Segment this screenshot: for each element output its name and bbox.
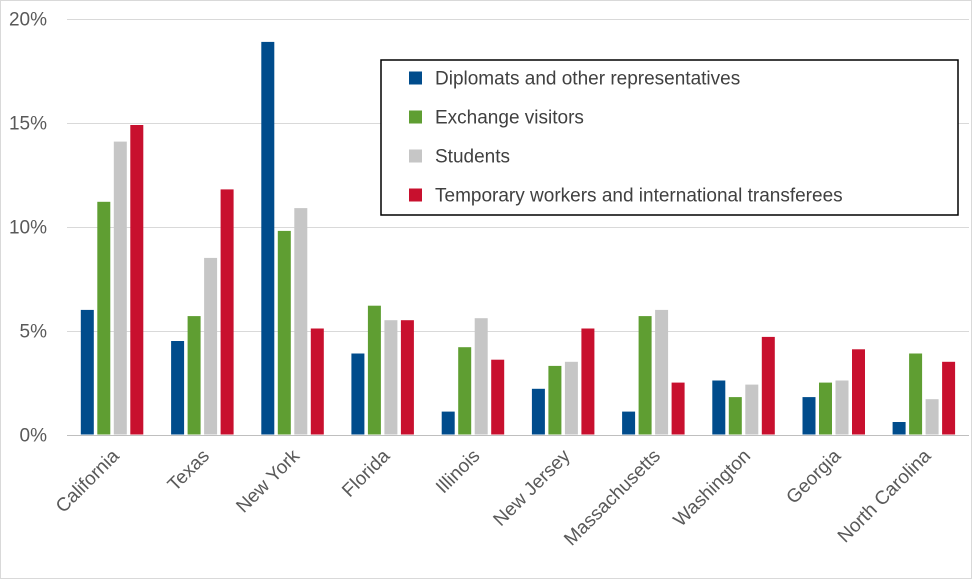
bar-temporary-workers-and-international-transferees-florida [400, 320, 414, 435]
bar-temporary-workers-and-international-transferees-washington [761, 336, 775, 435]
bar-students-new-jersey [564, 361, 578, 435]
legend-label: Diplomats and other representatives [435, 69, 740, 90]
bar-temporary-workers-and-international-transferees-california [130, 125, 144, 435]
bar-diplomats-and-other-representatives-new-jersey [531, 388, 545, 435]
y-tick-label: 0% [20, 426, 48, 447]
bar-students-georgia [835, 380, 849, 435]
category-label: New York [232, 445, 304, 517]
bar-exchange-visitors-new-york [277, 230, 291, 435]
bar-exchange-visitors-north-carolina [909, 353, 923, 435]
bar-diplomats-and-other-representatives-new-york [261, 41, 275, 435]
bar-diplomats-and-other-representatives-massachusetts [622, 411, 636, 435]
bar-temporary-workers-and-international-transferees-north-carolina [942, 361, 956, 435]
category-label: Texas [164, 446, 214, 496]
bar-students-florida [384, 320, 398, 435]
bars [80, 41, 956, 435]
category-label: Florida [338, 445, 394, 501]
y-tick-label: 20% [9, 10, 47, 31]
bar-exchange-visitors-georgia [819, 382, 832, 435]
bar-students-texas [204, 257, 218, 435]
bar-temporary-workers-and-international-transferees-new-york [310, 328, 324, 435]
bar-diplomats-and-other-representatives-north-carolina [892, 422, 906, 435]
legend-swatch [409, 188, 422, 202]
bar-students-north-carolina [925, 399, 939, 435]
legend-swatch [409, 149, 422, 163]
bar-diplomats-and-other-representatives-illinois [441, 411, 455, 435]
bar-exchange-visitors-texas [187, 316, 201, 435]
bar-diplomats-and-other-representatives-florida [351, 353, 365, 435]
bar-temporary-workers-and-international-transferees-texas [220, 189, 234, 435]
bar-diplomats-and-other-representatives-california [80, 309, 94, 435]
legend-label: Students [435, 147, 510, 168]
y-axis-tick-labels: 0% 5% 10% 15% 20% [9, 10, 47, 447]
bar-exchange-visitors-illinois [458, 347, 472, 435]
legend: Diplomats and other representatives Excha… [380, 59, 959, 216]
bar-temporary-workers-and-international-transferees-new-jersey [581, 328, 595, 435]
bar-students-california [113, 141, 127, 435]
legend-swatch [409, 110, 422, 124]
category-label: Illinois [432, 446, 484, 498]
y-tick-label: 15% [9, 114, 47, 135]
category-label: Washington [670, 446, 755, 531]
bar-students-washington [745, 384, 759, 435]
bar-diplomats-and-other-representatives-georgia [802, 397, 816, 435]
legend-box [380, 59, 959, 216]
x-axis-category-labels: California Texas New York Florida Illinois Ne… [52, 445, 936, 550]
bar-temporary-workers-and-international-transferees-massachusetts [671, 382, 685, 435]
bar-students-massachusetts [655, 309, 669, 435]
bar-exchange-visitors-new-jersey [548, 365, 562, 435]
legend-swatch [409, 71, 422, 85]
bar-students-illinois [474, 318, 488, 435]
bar-exchange-visitors-washington [728, 397, 742, 435]
bar-exchange-visitors-florida [367, 305, 381, 435]
legend-label: Temporary workers and international tran… [435, 186, 843, 207]
y-tick-label: 10% [9, 218, 47, 239]
y-tick-label: 5% [20, 322, 48, 343]
bar-diplomats-and-other-representatives-washington [712, 380, 726, 435]
bar-diplomats-and-other-representatives-texas [171, 341, 185, 435]
bar-temporary-workers-and-international-transferees-georgia [852, 349, 865, 435]
category-label: New Jersey [490, 445, 575, 530]
bar-exchange-visitors-massachusetts [638, 316, 652, 435]
bar-students-new-york [294, 208, 308, 435]
category-label: California [52, 445, 124, 517]
category-label: Georgia [783, 445, 846, 508]
category-label: Massachusetts [560, 446, 664, 550]
bar-temporary-workers-and-international-transferees-illinois [491, 359, 505, 435]
category-label: North Carolina [834, 445, 936, 547]
bar-exchange-visitors-california [97, 201, 111, 435]
legend-label: Exchange visitors [435, 108, 584, 129]
